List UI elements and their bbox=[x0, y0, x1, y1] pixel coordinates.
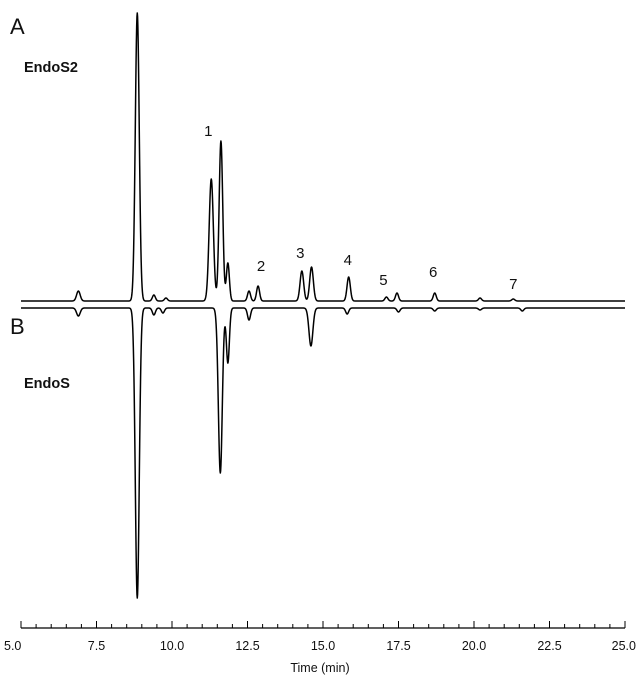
x-axis-title: Time (min) bbox=[290, 661, 349, 675]
x-tick-label: 20.0 bbox=[462, 639, 486, 653]
x-tick-label: 22.5 bbox=[537, 639, 561, 653]
peak-label-2: 2 bbox=[257, 258, 265, 275]
x-tick-label: 15.0 bbox=[311, 639, 335, 653]
x-tick-label: 17.5 bbox=[386, 639, 410, 653]
x-tick-label: 25.0 bbox=[612, 639, 636, 653]
x-tick-label: 5.0 bbox=[4, 639, 21, 653]
endos-trace bbox=[20, 307, 626, 599]
peak-label-4: 4 bbox=[344, 252, 352, 269]
panel-a-title: EndoS2 bbox=[24, 60, 78, 76]
endos2-trace bbox=[20, 12, 626, 302]
peak-label-3: 3 bbox=[296, 245, 304, 262]
peak-labels: 1 2 3 4 5 6 7 bbox=[204, 123, 517, 293]
x-tick-label: 12.5 bbox=[235, 639, 259, 653]
x-tick-label: 7.5 bbox=[88, 639, 105, 653]
x-tick-label: 10.0 bbox=[160, 639, 184, 653]
x-axis: 5.0 7.5 10.0 12.5 15.0 17.5 20.0 22.5 25.0 Time … bbox=[4, 621, 636, 675]
panel-b-letter: B bbox=[10, 314, 25, 339]
peak-label-5: 5 bbox=[379, 272, 387, 289]
peak-label-6: 6 bbox=[429, 264, 437, 281]
panel-b-title: EndoS bbox=[24, 376, 70, 392]
panel-a-letter: A bbox=[10, 14, 25, 39]
peak-label-1: 1 bbox=[204, 123, 212, 140]
peak-label-7: 7 bbox=[509, 276, 517, 293]
